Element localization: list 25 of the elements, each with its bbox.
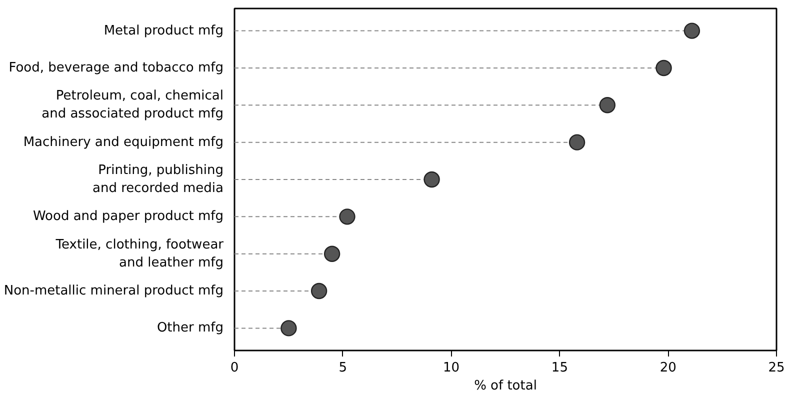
x-tick-label: 15 (551, 360, 568, 376)
y-tick-label: Wood and paper product mfg (32, 209, 224, 224)
y-tick-label: Non-metallic mineral product mfg (4, 284, 224, 299)
x-tick-label: 25 (768, 360, 785, 376)
point (310, 282, 328, 300)
x-tick-label: 10 (443, 360, 460, 376)
x-tick-label: 5 (338, 360, 348, 376)
y-tick-label: Machinery and equipment mfg (23, 134, 224, 150)
y-tick-label: Printing, publishing and recorded media (92, 163, 224, 196)
point (424, 171, 440, 188)
y-tick-label: Food, beverage and tobacco mfg (8, 60, 224, 76)
y-tick-label: Textile, clothing, footwear and leather mfg (54, 237, 224, 270)
y-tick-label: Metal product mfg (104, 23, 224, 38)
y-tick-label: Petroleum, coal, chemical and associated product mfg (42, 88, 224, 122)
y-tick-label: Other mfg (156, 320, 224, 336)
point (684, 22, 700, 39)
point (280, 320, 297, 336)
point (339, 208, 356, 225)
point (568, 134, 586, 150)
point (324, 246, 340, 262)
x-tick-label: 0 (230, 360, 239, 376)
x-axis-title: % of total (474, 378, 537, 394)
point (599, 97, 616, 114)
point (656, 60, 672, 76)
x-tick-label: 20 (660, 360, 676, 376)
